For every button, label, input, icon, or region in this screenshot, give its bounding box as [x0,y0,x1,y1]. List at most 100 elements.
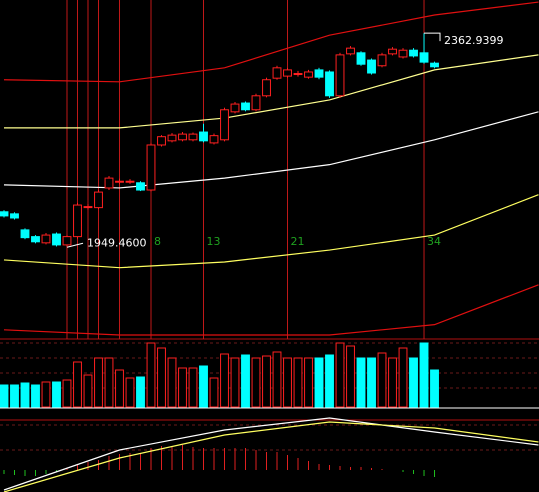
time-label: 8 [154,235,161,248]
volume-bar [199,365,208,408]
band-line [3,1,539,83]
candle-body [157,136,166,146]
volume-bar [20,382,30,408]
volume-bar [398,347,408,408]
volume-bar [157,347,166,408]
volume-bar [304,357,313,408]
volume-bar [409,357,418,408]
volume-bar [83,374,93,408]
volume-bar [346,345,355,408]
candle-body [20,229,30,239]
band-line [3,194,539,269]
volume-bar [104,357,114,408]
volume-bar [325,354,334,408]
candle-body [31,236,40,243]
volume-bar [41,381,51,408]
candle-body [146,144,156,191]
volume-bar [314,357,324,408]
candle-body [314,69,324,78]
candle-body [377,54,387,67]
band-line [3,54,539,129]
volume-bar [62,379,72,408]
candle-body [430,62,439,68]
volume-bar [293,357,303,408]
time-label: 34 [427,235,441,248]
volume-bar [0,384,9,408]
volume-bar [136,376,145,408]
candle-body [188,133,198,141]
candle-body [115,180,124,183]
volume-bar [167,357,177,408]
volume-bar [230,357,240,408]
volume-bar [146,342,156,408]
volume-bar [262,355,271,408]
candle-body [104,177,114,189]
volume-bar [31,384,40,408]
candle-body [167,134,177,142]
candle-body [251,95,261,111]
candle-body [0,211,9,217]
candle-body [283,69,292,77]
volume-bar [419,342,429,408]
candle-body [272,67,282,79]
candle-body [335,54,345,97]
macd-line [3,417,539,491]
candle-body [293,73,303,76]
volume-bar [272,351,282,408]
volume-bar [241,354,250,408]
candle-body [209,135,219,144]
candle-body [388,48,397,55]
candle-body [220,109,229,141]
candle-body [356,52,366,65]
volume-bar [430,369,439,408]
candle-body [304,71,313,78]
candle-body [346,47,355,55]
candle-body [136,182,145,191]
volume-bar [188,367,198,408]
volume-bar [209,377,219,408]
annotation-label: 2362.9399 [444,34,504,47]
band-line [3,111,539,189]
candle-body [73,204,82,238]
time-label: 13 [207,235,221,248]
candle-body [419,52,429,63]
volume-bar [388,357,397,408]
volume-bar [356,357,366,408]
volume-bar [125,377,135,408]
volume-bar [251,357,261,408]
volume-bar [283,357,292,408]
candle-body [125,180,135,183]
volume-bar [94,357,103,408]
volume-bar [377,352,387,408]
candle-body [199,131,208,142]
candle-body [10,213,19,219]
volume-bar [335,342,345,408]
candle-body [262,79,271,97]
band-line [3,284,539,336]
volume-bar [178,367,187,408]
volume-bar [52,381,61,408]
macd-line [3,421,539,492]
volume-bar [73,361,82,408]
candle-body [41,234,51,244]
volume-bar [10,384,19,408]
candle-body [398,49,408,58]
time-label: 21 [291,235,305,248]
candle-body [62,236,72,246]
candle-body [178,133,187,141]
candle-body [367,59,376,74]
candle-body [409,49,418,57]
volume-bar [367,357,376,408]
candle-body [83,206,93,209]
candle-body [230,103,240,113]
candle-body [52,233,61,246]
candle-body [325,71,334,97]
volume-bar [220,353,229,408]
annotation-leader [66,242,84,248]
candle-body [94,191,103,209]
volume-bar [115,369,124,408]
annotation-label: 1949.4600 [87,236,147,249]
annotation-leader [424,32,441,42]
